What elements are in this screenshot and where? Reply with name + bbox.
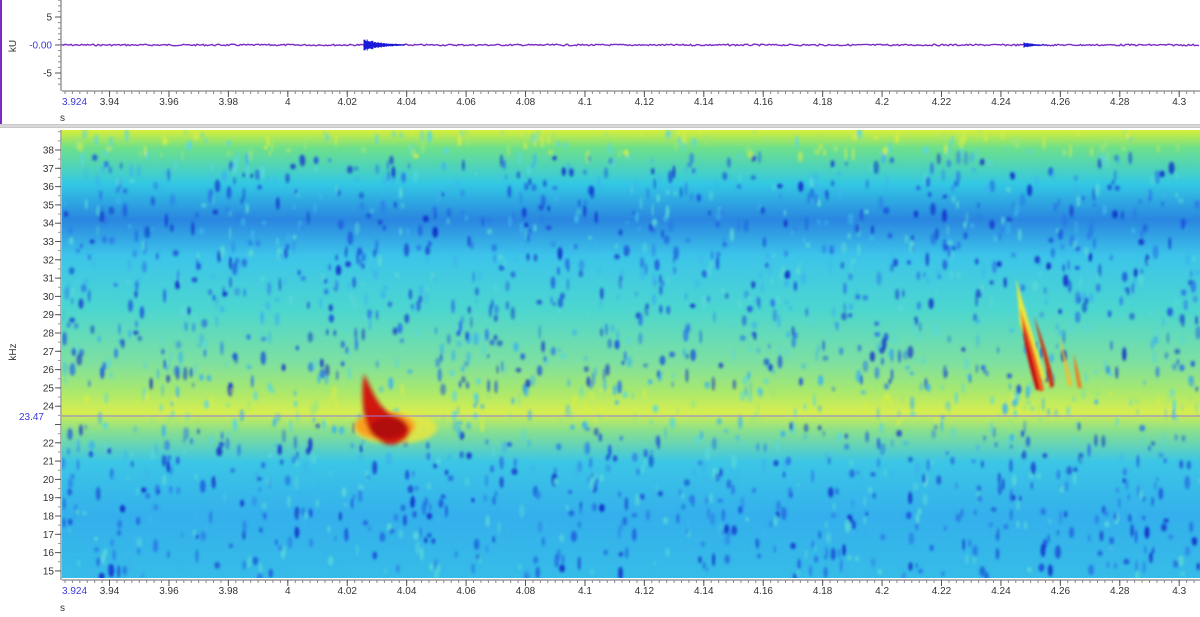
spectrogram-x-tick-label: 3.98: [219, 586, 239, 597]
spectrogram-y-unit: kHz: [8, 343, 19, 360]
spectrogram-x-tick-label: 4.2: [875, 586, 889, 597]
spectrogram-x-tick-label: 3.96: [159, 586, 179, 597]
frequency-cursor-label: 23.47: [19, 412, 44, 423]
oscillogram-y-axis: 5 -0.00 -5: [29, 0, 61, 91]
spectrogram-y-tick-label: 33: [43, 237, 55, 248]
oscillogram-x-tick-label: 4.28: [1110, 97, 1130, 108]
oscillogram-x-tick-label: 4.26: [1051, 97, 1071, 108]
oscillogram-x-tick-label: 3.96: [159, 97, 179, 108]
waveform-burst-1: [364, 40, 405, 51]
spectrogram-y-tick-label: 28: [43, 329, 55, 340]
spectrogram-y-tick-label: 36: [43, 182, 55, 193]
spectrogram-y-tick-label: 19: [43, 493, 55, 504]
spectrogram-y-tick-label: 24: [43, 402, 55, 413]
spectrogram-x-tick-label: 4.16: [753, 586, 773, 597]
spectrogram-y-tick-label: 32: [43, 255, 55, 266]
spectrogram-y-tick-label: 29: [43, 310, 55, 321]
oscillogram-x-tick-label: 4.16: [753, 97, 773, 108]
spectrogram-x-tick-label: 4: [285, 586, 291, 597]
oscillogram-panel[interactable]: kU 5 -0.00 -5 3.924 3.94 3.96 3.98 4 4.02 4.04 4.…: [0, 0, 1200, 124]
spectrogram-x-tick-label: 4.3: [1172, 586, 1186, 597]
oscillogram-x-tick-label: 4.02: [338, 97, 358, 108]
oscillogram-y-tick-label: -5: [43, 69, 52, 80]
oscillogram-x-tick-label: 4.06: [456, 97, 476, 108]
spectrogram-x-tick-label: 4.12: [635, 586, 655, 597]
spectrogram-x-tick-label: 4.04: [397, 586, 417, 597]
oscillogram-x-tick-label: 4.22: [932, 97, 952, 108]
spectrogram-x-tick-label: 4.24: [991, 586, 1011, 597]
oscillogram-svg: kU 5 -0.00 -5 3.924 3.94 3.96 3.98 4 4.02 4.04 4.…: [0, 0, 1200, 124]
spectrogram-x-tick-label: 4.06: [456, 586, 476, 597]
spectrogram-x-unit: s: [60, 603, 65, 614]
oscillogram-x-tick-label: 4.14: [694, 97, 714, 108]
spectrogram-y-axis: 38 37 36 35 34 33 32 31 30 29 28 27 26 25 24 22 21 20 19 18…: [43, 130, 61, 580]
spectrogram-svg: kHz 38 37 36 35 34 33 32 31 30 29 28 27 26 25 24 22 21 20…: [0, 128, 1200, 614]
oscillogram-x-tick-label: 3.98: [219, 97, 239, 108]
spectrogram-x-tick-label: 3.94: [100, 586, 120, 597]
oscillogram-y-unit: kU: [8, 40, 19, 52]
spectrogram-x-tick-label: 4.08: [516, 586, 536, 597]
oscillogram-x-tick-label: 4.1: [578, 97, 592, 108]
oscillogram-x-tick-label: 4.2: [875, 97, 889, 108]
spectrogram-y-tick-label: 31: [43, 274, 55, 285]
spectrogram-x-start-label: 3.924: [62, 586, 87, 597]
spectrogram-x-axis: 3.924 3.94 3.96 3.98 4 4.02 4.04 4.06 4.08 4.1 4.1…: [62, 580, 1200, 597]
oscillogram-x-tick-label: 3.94: [100, 97, 120, 108]
spectrogram-panel[interactable]: kHz 38 37 36 35 34 33 32 31 30 29 28 27 26 25 24 22 21 20…: [0, 128, 1200, 614]
oscillogram-waveform[interactable]: [62, 40, 1199, 51]
spectrogram-y-tick-label: 17: [43, 530, 55, 541]
oscillogram-x-tick-label: 4.08: [516, 97, 536, 108]
oscillogram-y-tick-label: -0.00: [29, 41, 52, 52]
spectrogram-x-tick-label: 4.02: [338, 586, 358, 597]
spectrogram-x-tick-label: 4.28: [1110, 586, 1130, 597]
spectrogram-x-tick-label: 4.22: [932, 586, 952, 597]
spectrogram-y-tick-label: 20: [43, 475, 55, 486]
spectrogram-x-tick-label: 4.14: [694, 586, 714, 597]
oscillogram-x-tick-label: 4: [285, 97, 291, 108]
spectrogram-y-tick-label: 18: [43, 512, 55, 523]
spectrogram-y-tick-label: 21: [43, 457, 55, 468]
spectrogram-y-tick-label: 38: [43, 146, 55, 157]
spectrogram-y-tick-label: 22: [43, 438, 55, 449]
spectrogram-y-tick-label: 25: [43, 383, 55, 394]
oscillogram-left-edge: [0, 0, 2, 124]
oscillogram-x-axis: 3.924 3.94 3.96 3.98 4 4.02 4.04 4.06 4.08 4.1 4.1…: [62, 91, 1200, 108]
oscillogram-x-tick-label: 4.18: [813, 97, 833, 108]
spectrogram-y-tick-label: 27: [43, 347, 55, 358]
oscillogram-x-tick-label: 4.3: [1172, 97, 1186, 108]
spectrogram-y-tick-label: 15: [43, 566, 55, 577]
spectrogram-x-tick-label: 4.18: [813, 586, 833, 597]
spectrogram-y-tick-label: 35: [43, 200, 55, 211]
oscillogram-x-tick-label: 4.04: [397, 97, 417, 108]
oscillogram-x-tick-label: 4.12: [635, 97, 655, 108]
spectrogram-image[interactable]: [60, 128, 1200, 584]
waveform-burst-2: [1024, 42, 1048, 47]
spectrogram-y-tick-label: 16: [43, 548, 55, 559]
oscillogram-y-tick-label: 5: [46, 13, 52, 24]
spectrogram-y-tick-label: 37: [43, 164, 55, 175]
oscillogram-x-tick-label: 4.24: [991, 97, 1011, 108]
spectrogram-y-tick-label: 30: [43, 292, 55, 303]
oscillogram-x-unit: s: [60, 113, 65, 124]
spectrogram-y-tick-label: 26: [43, 365, 55, 376]
spectrogram-x-tick-label: 4.26: [1051, 586, 1071, 597]
spectrogram-x-tick-label: 4.1: [578, 586, 592, 597]
spectrogram-y-tick-label: 34: [43, 219, 55, 230]
oscillogram-x-start-label: 3.924: [62, 97, 87, 108]
